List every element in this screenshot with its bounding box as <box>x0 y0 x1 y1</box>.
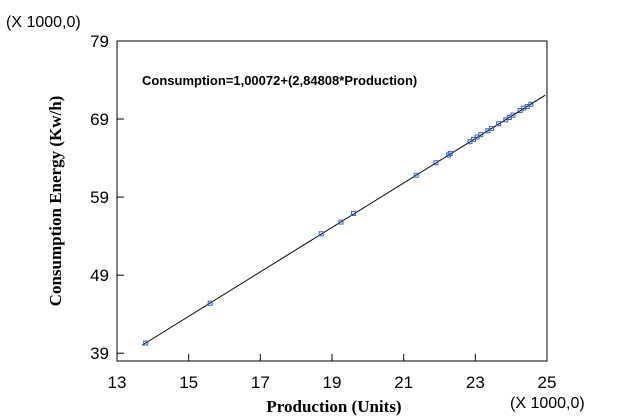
x-tick-label: 13 <box>108 373 127 392</box>
data-point <box>488 125 494 131</box>
x-tick-label: 15 <box>179 373 198 392</box>
x-tick-label: 23 <box>466 373 485 392</box>
data-point <box>496 121 502 127</box>
regression-line <box>141 94 546 346</box>
data-point <box>143 340 149 346</box>
y-tick-label: 69 <box>90 110 109 129</box>
data-point <box>351 210 356 216</box>
regression-line-group <box>141 94 546 346</box>
data-point <box>528 101 534 107</box>
data-point <box>338 219 344 225</box>
y-tick-label: 49 <box>90 266 109 285</box>
data-point <box>318 231 324 237</box>
data-point <box>478 132 484 138</box>
data-point <box>447 150 453 156</box>
regression-equation: Consumption=1,00072+(2,84808*Production) <box>142 73 417 88</box>
y-axis-title: Consumption Energy (Kw/h) <box>46 96 65 307</box>
x-tick-label: 19 <box>323 373 342 392</box>
y-tick-label: 39 <box>90 344 109 363</box>
x-scale-label: (X 1000,0) <box>510 395 585 412</box>
data-point <box>510 112 516 118</box>
data-point <box>207 300 213 306</box>
data-points <box>143 101 534 346</box>
plot-area-frame <box>116 40 548 362</box>
y-tick-label: 59 <box>90 188 109 207</box>
data-point <box>433 160 439 166</box>
x-tick-label: 21 <box>394 373 413 392</box>
y-scale-label: (X 1000,0) <box>6 14 81 31</box>
x-tick-label: 25 <box>538 373 557 392</box>
x-axis-title: Production (Units) <box>266 397 401 416</box>
y-axis-ticks: 39 49 59 69 79 <box>90 32 124 363</box>
x-axis-ticks: 13 15 17 19 21 23 25 <box>108 354 557 392</box>
y-tick-label: 79 <box>90 32 109 51</box>
x-tick-label: 17 <box>251 373 270 392</box>
data-point <box>413 172 419 178</box>
